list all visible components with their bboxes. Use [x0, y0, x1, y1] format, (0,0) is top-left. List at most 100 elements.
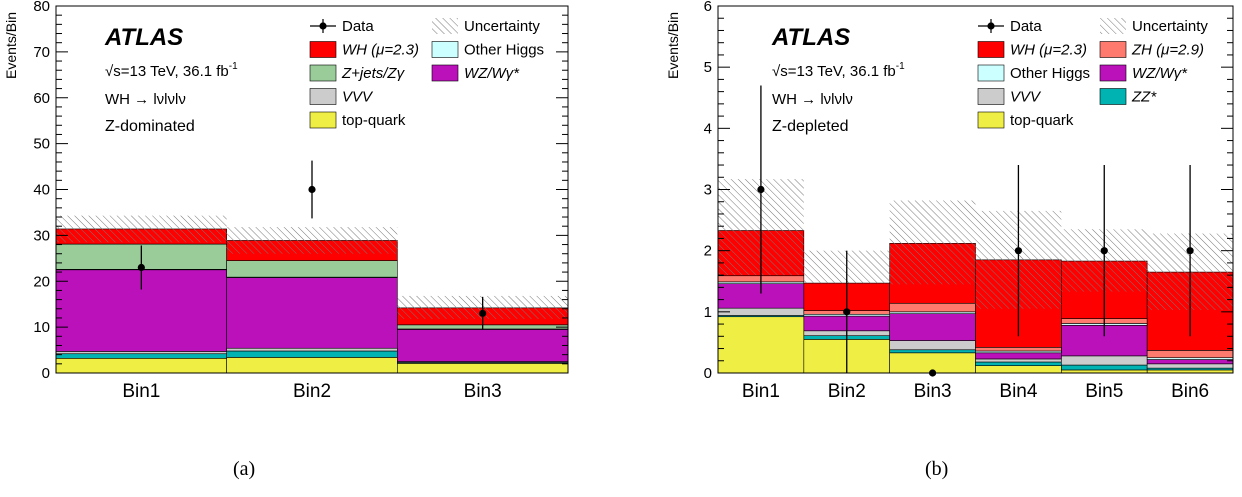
legend-label: VVV	[1010, 89, 1042, 106]
y-tick-label: 2	[704, 243, 712, 260]
data-point-Bin1	[138, 264, 145, 271]
legend-swatch-top	[310, 112, 336, 128]
legend-swatch-OtherHiggs	[432, 42, 458, 58]
bar-VVV-Bin3	[890, 341, 976, 350]
uncertainty-band-Bin1	[56, 216, 227, 243]
legend-label: Data	[342, 18, 374, 35]
data-point-Bin3	[479, 310, 486, 317]
energy-label: √s=13 TeV, 36.1 fb-1	[105, 61, 238, 80]
bar-top-Bin1	[56, 358, 227, 373]
y-tick-label: 30	[33, 227, 50, 244]
region-label: Z-depleted	[772, 118, 849, 135]
data-point-Bin4	[1015, 247, 1022, 254]
legend-swatch-WZ	[432, 65, 458, 81]
legend-swatch-Zjets	[310, 65, 336, 81]
bar-ZH-Bin3	[890, 303, 976, 312]
atlas-label: ATLAS	[104, 24, 183, 51]
bar-ZH-Bin6	[1147, 350, 1233, 357]
legend-swatch-VVV	[978, 89, 1004, 105]
bar-ZZ-Bin1	[56, 354, 227, 359]
y-tick-label: 40	[33, 182, 50, 199]
data-point-Bin2	[308, 186, 315, 193]
bar-VVV-Bin1	[56, 351, 227, 353]
legend-swatch-ZZ	[1100, 89, 1126, 105]
bar-ZH-Bin4	[976, 347, 1062, 351]
y-tick-label: 6	[704, 0, 712, 15]
process-label: WH → lνlνlν	[772, 91, 853, 108]
legend-label: WH (μ=2.3)	[1010, 42, 1087, 59]
data-point-Bin1	[757, 186, 764, 193]
y-axis-label: Events/Bin	[3, 12, 19, 79]
x-tick-label: Bin2	[828, 381, 866, 402]
legend-swatch-top	[978, 112, 1004, 128]
bar-VVV-Bin6	[1147, 364, 1233, 368]
bar-VVV-Bin2	[227, 348, 398, 351]
legend-label: Uncertainty	[464, 18, 540, 35]
data-point-Bin6	[1186, 247, 1193, 254]
bar-VVV-Bin4	[976, 359, 1062, 362]
uncertainty-band-Bin2	[227, 227, 398, 254]
legend-label: Other Higgs	[464, 42, 544, 59]
legend-label: top-quark	[1010, 112, 1074, 129]
bar-ZZ-Bin3	[890, 350, 976, 353]
legend-label: Other Higgs	[1010, 65, 1090, 82]
legend-swatch-VVV	[310, 89, 336, 105]
y-tick-label: 5	[704, 59, 712, 76]
caption-a: (a)	[233, 458, 255, 481]
legend-label: WH (μ=2.3)	[342, 42, 419, 59]
bar-VVV-Bin1	[718, 308, 804, 315]
x-tick-label: Bin5	[1085, 381, 1123, 402]
caption-b: (b)	[925, 458, 948, 481]
legend-label: top-quark	[342, 112, 406, 129]
y-tick-label: 80	[33, 0, 50, 15]
legend-swatch-WZ	[1100, 65, 1126, 81]
bar-ZZ-Bin4	[976, 362, 1062, 366]
atlas-label: ATLAS	[771, 24, 850, 51]
bar-WZ-Bin2	[227, 278, 398, 349]
legend-hatch-swatch	[432, 18, 458, 34]
legend-label: ZZ*	[1131, 89, 1157, 106]
energy-superscript: -1	[229, 61, 238, 72]
x-tick-label: Bin3	[464, 381, 502, 402]
legend-label: WZ/Wγ*	[1132, 65, 1188, 82]
legend-label: ZH (μ=2.9)	[1131, 42, 1204, 59]
bar-WZ-Bin3	[397, 329, 568, 361]
bar-top-Bin3	[397, 363, 568, 373]
x-tick-label: Bin6	[1171, 381, 1209, 402]
bar-VVV-Bin5	[1061, 356, 1147, 365]
legend-label: Z+jets/Zγ	[341, 65, 406, 82]
y-tick-label: 0	[704, 365, 712, 382]
y-tick-label: 3	[704, 182, 712, 199]
y-tick-label: 20	[33, 273, 50, 290]
x-tick-label: Bin1	[122, 381, 160, 402]
data-point-Bin5	[1101, 247, 1108, 254]
y-tick-label: 70	[33, 44, 50, 61]
process-label: WH → lνlνlν	[105, 91, 186, 108]
bar-top-Bin1	[718, 317, 804, 373]
bar-WZ-Bin3	[890, 314, 976, 341]
legend-hatch-swatch	[1100, 18, 1126, 34]
x-tick-label: Bin3	[914, 381, 952, 402]
energy-label: √s=13 TeV, 36.1 fb-1	[772, 61, 905, 80]
region-label: Z-dominated	[105, 118, 195, 135]
legend-swatch-WH	[978, 42, 1004, 58]
legend-label: WZ/Wγ*	[464, 65, 520, 82]
legend-swatch-ZH	[1100, 42, 1126, 58]
legend-label: Data	[1010, 18, 1042, 35]
legend-label: Uncertainty	[1132, 18, 1208, 35]
bar-Zjets-Bin2	[227, 261, 398, 278]
y-tick-label: 1	[704, 304, 712, 321]
y-tick-label: 60	[33, 90, 50, 107]
y-axis-label: Events/Bin	[665, 12, 681, 79]
data-point-Bin3	[929, 369, 936, 376]
bar-ZZ-Bin2	[227, 351, 398, 357]
bar-WZ-Bin6	[1147, 360, 1233, 364]
x-tick-label: Bin2	[293, 381, 331, 402]
legend-label: VVV	[342, 89, 374, 106]
x-tick-label: Bin1	[742, 381, 780, 402]
legend-data-dot	[319, 22, 326, 29]
data-point-Bin2	[843, 308, 850, 315]
